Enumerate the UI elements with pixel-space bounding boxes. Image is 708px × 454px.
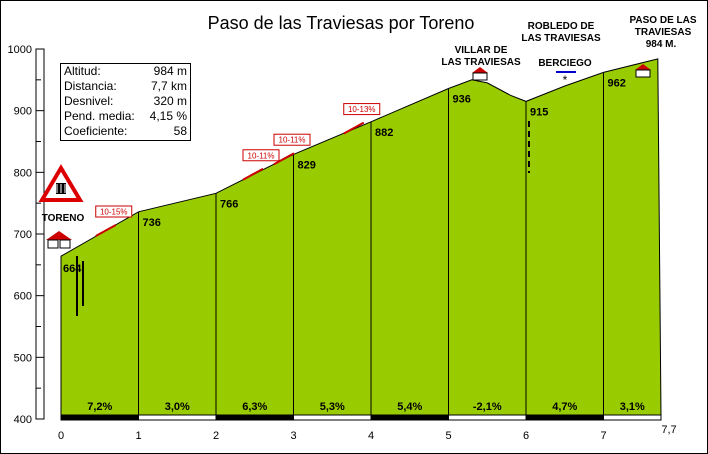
ramp-segment [95,224,117,237]
ramp-label: 10-11% [279,136,306,145]
km-elevation-labels: 664 736 766 829 882 936 915 962 [63,77,626,275]
km-elevation-label: 882 [375,127,393,139]
house-icon-paso [635,64,651,78]
gradient-label: -2,1% [473,401,502,413]
house-icon-toreno [46,231,72,249]
stat-row-desnivel: Desnivel: 320 m [61,94,190,109]
place-label-line: LAS TRAVIESAS [441,57,521,68]
km-elevation-label: 766 [220,198,238,210]
gradient-segment [370,414,449,421]
ramp-box [273,133,311,146]
stat-value: 320 m [153,94,187,108]
x-tick-label: 7 [600,430,606,442]
steep-ramps: 10-15% 10-11% 10-11% 10-13% [95,103,381,237]
stat-label: Coeficiente: [64,124,128,138]
gradient-label: 3,0% [165,401,190,413]
chart-title: Paso de las Traviesas por Toreno [208,13,475,33]
gradient-segment [293,414,372,421]
place-label-line: TORENO [42,213,85,224]
y-axis: 400 500 600 700 800 900 1000 [8,44,44,426]
ramp-segment [242,167,264,181]
x-tick-label: 1 [135,430,141,442]
stat-label: Pend. media: [64,109,135,123]
stat-label: Desnivel: [64,94,114,108]
stat-row-distancia: Distancia: 7,7 km [61,79,190,94]
x-tick-label: 6 [523,430,529,442]
y-tick-label: 800 [14,167,32,179]
x-tick-label: 0 [58,430,64,442]
place-label-line: PASO DE LAS [629,15,696,26]
stat-label: Altitud: [64,64,101,78]
ramp-box [242,149,280,162]
stat-row-coeficiente: Coeficiente: 58 [61,124,190,139]
km-elevation-label: 664 [63,263,82,275]
km-elevation-label: 829 [298,159,316,171]
stat-label: Distancia: [64,79,117,93]
stat-value: 58 [173,124,187,138]
gradient-segment [138,414,217,421]
place-label-line: 984 M. [646,39,677,50]
gradient-label: 3,1% [620,401,645,413]
x-axis: 0 1 2 3 4 5 6 7 7,7 [58,424,677,442]
x-tick-label: 7,7 [661,424,676,436]
gradient-segment [448,414,527,421]
gradient-segment [215,414,294,421]
km-elevation-label: 936 [453,93,471,105]
y-tick-label: 900 [14,106,32,118]
gradient-label: 6,3% [242,401,267,413]
place-label: ROBLEDO DE LAS TRAVIESAS [521,21,601,44]
place-label-line: BERCIEGO [538,58,592,69]
warning-sign-icon [38,164,84,202]
ramp-label: 10-13% [348,105,376,114]
km-elevation-label: 915 [530,106,548,118]
y-tick-label: 1000 [8,44,32,56]
ramp-label: 10-15% [100,208,128,217]
km-gridlines [138,72,604,415]
place-label: PASO DE LAS TRAVIESAS 984 M. [629,15,696,50]
ramp-segment [343,121,365,135]
gradient-bar: 7,2% 3,0% 6,3% 5,3% 5,4% -2,1% 4,7% 3,1% [60,401,662,421]
gradient-segment [525,414,604,421]
x-tick-label: 2 [213,430,219,442]
gradient-label: 4,7% [552,401,577,413]
berciego-star-icon: * [563,73,568,87]
gradient-segment [603,414,662,421]
stats-box: Altitud: 984 m Distancia: 7,7 km Desnivel:… [60,63,191,141]
stat-value: 7,7 km [150,79,187,93]
y-tick-label: 700 [14,229,32,241]
y-tick-label: 600 [14,291,32,303]
place-label-line: ROBLEDO DE [528,21,595,32]
y-tick-label: 500 [14,352,32,364]
place-label-line: TRAVIESAS [635,27,692,38]
place-label-line: VILLAR DE [455,45,508,56]
x-tick-label: 3 [290,430,296,442]
stat-row-altitud: Altitud: 984 m [61,64,190,79]
place-label: BERCIEGO [538,58,592,69]
place-label: TORENO [42,213,85,224]
y-tick-label: 400 [14,414,32,426]
ramp-segment [273,152,295,166]
place-label: VILLAR DE LAS TRAVIESAS [441,45,521,68]
km-elevation-label: 962 [608,77,626,89]
gradient-label: 5,4% [397,401,422,413]
stat-row-pendiente: Pend. media: 4,15 % [61,109,190,124]
km-elevation-label: 736 [143,217,161,229]
stat-value: 984 m [153,64,187,78]
ramp-box [343,103,381,116]
ramp-label: 10-11% [248,151,275,160]
x-tick-label: 4 [368,430,374,442]
elevation-profile-area [60,58,662,416]
ramp-box [95,205,133,218]
gradient-label: 5,3% [320,401,345,413]
gradient-segment [60,414,139,421]
gradient-label: 7,2% [87,401,112,413]
stat-value: 4,15 % [149,109,187,123]
house-icon-villar [472,67,488,81]
x-tick-label: 5 [445,430,451,442]
place-label-line: LAS TRAVIESAS [521,33,601,44]
